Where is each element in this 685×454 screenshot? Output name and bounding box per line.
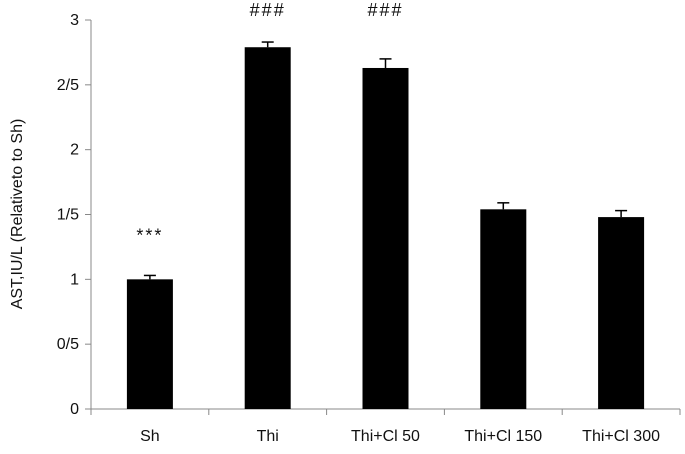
y-tick-label: 2 bbox=[70, 142, 79, 159]
y-tick-label: 1 bbox=[70, 271, 79, 288]
x-tick-label: Thi+Cl 50 bbox=[351, 428, 420, 445]
significance-label: *** bbox=[136, 225, 163, 245]
significance-label: ### bbox=[250, 0, 286, 20]
y-tick-label: 0 bbox=[70, 401, 79, 418]
bars: Sh *** Thi ### Thi+Cl 50 ### Thi+Cl 150 Thi+Cl … bbox=[126, 0, 660, 445]
y-tick-label: 0/5 bbox=[57, 336, 79, 353]
x-tick-label: Thi+Cl 150 bbox=[464, 428, 542, 445]
bar bbox=[598, 217, 645, 409]
y-tick-label: 3 bbox=[70, 12, 79, 29]
x-tick-label: Thi bbox=[257, 428, 279, 445]
y-tick-label: 1/5 bbox=[57, 207, 79, 224]
bar bbox=[480, 209, 527, 409]
y-axis-label: AST,IU/L (Relativeto to Sh) bbox=[9, 119, 26, 310]
axes: 0 0/5 1 1/5 2 2/5 3 bbox=[57, 12, 681, 418]
x-tick-label: Sh bbox=[140, 428, 160, 445]
bar bbox=[126, 279, 173, 409]
bar bbox=[362, 67, 409, 409]
bar bbox=[244, 47, 291, 409]
significance-label: ### bbox=[367, 0, 403, 20]
y-tick-label: 2/5 bbox=[57, 77, 79, 94]
x-tick-label: Thi+Cl 300 bbox=[582, 428, 660, 445]
